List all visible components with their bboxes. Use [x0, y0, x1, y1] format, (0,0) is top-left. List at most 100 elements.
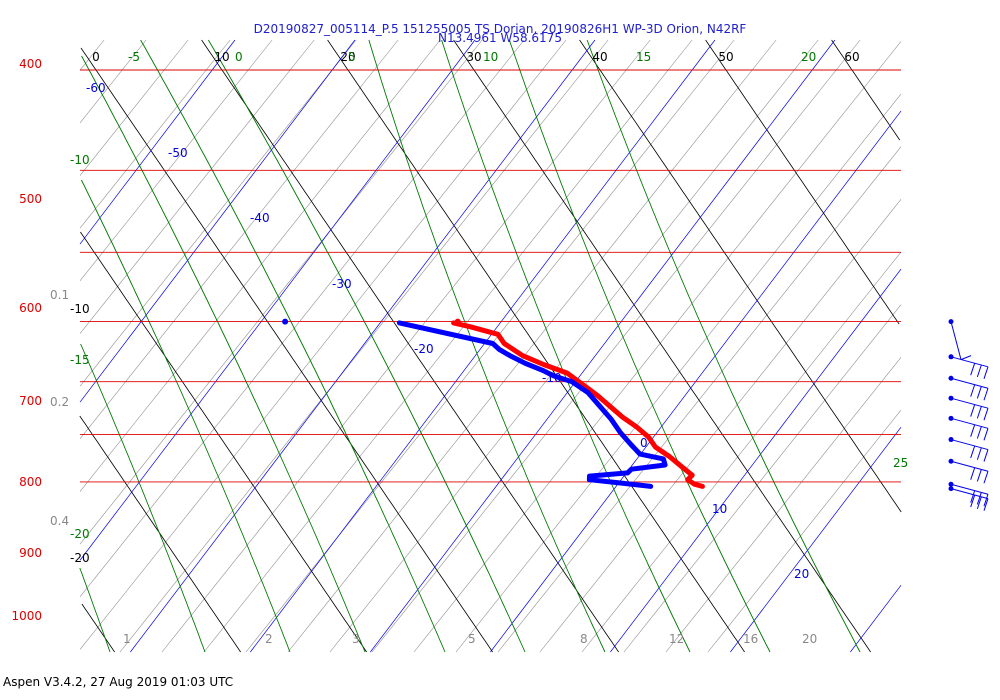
mixing-ratio-label: 0.4 — [50, 514, 69, 528]
moist-adiabat-line — [508, 39, 771, 653]
mixing-ratio-line — [287, 39, 777, 653]
mixing-ratio-line — [455, 93, 902, 653]
wind-barb — [948, 458, 989, 484]
dry-adiabat-line — [850, 585, 902, 653]
moist-adiabat-line — [208, 39, 526, 653]
mixing-ratio-label: 5 — [468, 632, 476, 646]
isotherm-line — [705, 39, 900, 325]
wind-barb-staff — [950, 321, 962, 360]
wind-barb-feather — [970, 494, 976, 508]
mixing-ratio-line — [79, 39, 231, 229]
dry-adiabat-line — [130, 39, 596, 653]
wind-barb-feather — [983, 449, 989, 462]
wind-barb-feather — [970, 490, 976, 503]
moist-adiabat-label: 25 — [893, 456, 908, 470]
isotherm-line — [80, 231, 367, 653]
mixing-ratio-line — [707, 409, 902, 653]
wind-barb — [948, 415, 989, 441]
moist-adiabat-line — [80, 343, 206, 653]
dry-adiabat-line — [370, 39, 836, 653]
dewpoint-profile — [396, 320, 668, 489]
isotherm-label: 40 — [592, 50, 607, 64]
pressure-label: 400 — [19, 57, 42, 71]
pressure-label: 500 — [19, 192, 42, 206]
left-temperature-label: -10 — [70, 302, 90, 316]
mixing-ratio-line — [203, 39, 693, 653]
wind-barb-staff — [950, 488, 989, 500]
wind-barb-layer — [948, 319, 989, 511]
temperature-profile — [451, 320, 705, 489]
dry-adiabat-label: 20 — [794, 567, 809, 581]
mixing-ratio-line — [245, 39, 735, 653]
wind-barb-feather — [970, 384, 976, 397]
dry-adiabat-line — [730, 426, 902, 653]
mixing-ratio-label: 20 — [802, 632, 817, 646]
moist-adiabat-label: -15 — [70, 353, 90, 367]
moist-adiabat-label: -20 — [70, 527, 90, 541]
pressure-label: 700 — [19, 394, 42, 408]
isotherm-line — [327, 39, 745, 653]
wind-barb-feather — [976, 386, 982, 399]
wind-barb-feather — [983, 366, 989, 379]
moist-adiabat-line — [586, 39, 861, 653]
moist-adiabat-line — [79, 567, 111, 653]
dry-adiabat-line — [250, 39, 716, 653]
dry-adiabat-line — [79, 39, 476, 561]
mixing-ratio-line — [79, 39, 483, 545]
wind-barb — [948, 319, 972, 361]
dry-adiabat-line — [79, 39, 236, 245]
moist-adiabat-line — [80, 179, 291, 653]
dry-adiabat-line — [610, 268, 902, 653]
wind-barb-staff — [950, 356, 989, 368]
wind-barb-feather — [976, 364, 982, 378]
mixing-ratio-line — [79, 39, 315, 334]
moist-adiabat-line — [81, 55, 366, 653]
isotherm-line — [80, 47, 493, 653]
chart-subtitle: N13.4961 W58.6175 — [438, 31, 562, 45]
wind-barb-feather — [976, 492, 982, 505]
wind-barb-staff — [950, 417, 989, 429]
dry-adiabat-label: -40 — [250, 211, 270, 225]
isotherm-label: 0 — [92, 50, 100, 64]
wind-barb-feather — [983, 408, 989, 421]
wind-barb — [948, 437, 989, 462]
dry-adiabat-label: -30 — [332, 277, 352, 291]
mixing-ratio-line — [79, 39, 567, 650]
label-layer: D20190827_005114_P.5 151255005 TS Dorian… — [3, 22, 908, 689]
wind-barb — [948, 481, 989, 507]
mixing-ratio-line — [413, 41, 902, 653]
pressure-label: 800 — [19, 475, 42, 489]
pressure-label: 600 — [19, 301, 42, 315]
mixing-ratio-line — [665, 357, 902, 653]
mixing-ratio-line — [119, 39, 609, 653]
dry-adiabat-label: -10 — [542, 371, 562, 385]
dry-adiabat-label: -60 — [86, 81, 106, 95]
isotherm-line — [579, 39, 902, 513]
isotherm-line — [201, 39, 619, 653]
footer-text: Aspen V3.4.2, 27 Aug 2019 01:03 UTC — [3, 675, 233, 689]
moist-adiabat-label: -5 — [128, 50, 140, 64]
mixing-ratio-label: 8 — [580, 632, 588, 646]
mixing-ratio-label: 16 — [743, 632, 758, 646]
moist-adiabat-label: 0 — [235, 50, 243, 64]
wind-barb-feather — [970, 467, 976, 480]
mixing-ratio-line — [539, 199, 902, 653]
wind-barb-feather — [976, 469, 982, 482]
isotherm-line — [453, 39, 871, 653]
mixing-ratio-line — [79, 39, 189, 176]
dewpoint-point — [282, 318, 289, 325]
pressure-label: 1000 — [11, 609, 42, 623]
wind-barb-feather — [970, 424, 976, 437]
mixing-ratio-label: 2 — [265, 632, 273, 646]
mixing-ratio-label: 1 — [123, 632, 131, 646]
moist-adiabat-label: 5 — [348, 50, 356, 64]
chart-title: D20190827_005114_P.5 151255005 TS Dorian… — [254, 22, 747, 36]
mixing-ratio-line — [497, 146, 902, 653]
profile-layer — [282, 318, 705, 489]
mixing-ratio-line — [79, 39, 105, 71]
isotherm-line — [831, 39, 901, 141]
mixing-ratio-line — [329, 39, 819, 653]
left-temperature-label: -20 — [70, 551, 90, 565]
grid-layer — [79, 39, 902, 653]
